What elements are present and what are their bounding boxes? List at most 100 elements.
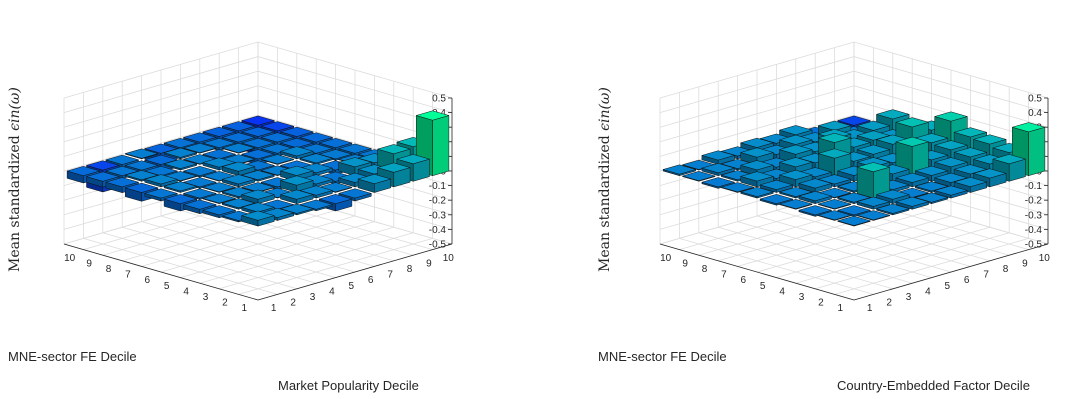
bar [221, 174, 256, 188]
y-tick-label: 9 [1022, 258, 1028, 269]
bar-top [182, 199, 218, 210]
bar-top [221, 174, 256, 185]
bar-top [182, 166, 218, 176]
bar-top [817, 148, 852, 159]
bar-top [933, 157, 969, 168]
bar [739, 171, 775, 188]
y-tick-label: 1 [867, 303, 873, 314]
bar [201, 193, 237, 205]
bar [797, 178, 833, 193]
bar-top [298, 199, 334, 210]
chart-panel-left: -0.5-0.4-0.3-0.2-0.100.10.20.30.40.51234… [7, 41, 455, 393]
bar [817, 210, 852, 221]
x-axis-label: MNE-sector FE Decile [8, 349, 137, 364]
bar-top [279, 126, 315, 137]
bar-top [143, 188, 179, 199]
grid-line [659, 85, 1049, 143]
x-tick-label: 5 [164, 281, 170, 292]
bar-top [298, 153, 334, 164]
z-tick-label: -0.5 [429, 240, 447, 251]
bar-top [856, 144, 891, 155]
bar-top [739, 137, 775, 148]
bar-top [318, 138, 353, 148]
y-tick-label: 8 [407, 264, 413, 275]
y-tick-label: 10 [1039, 253, 1051, 264]
bar-top [85, 160, 121, 171]
x-tick-label: 9 [86, 258, 92, 269]
bar-top [298, 185, 334, 196]
bar-top [914, 181, 949, 192]
bar-top [953, 127, 988, 138]
bar [856, 162, 891, 199]
bar [279, 189, 315, 205]
bar [894, 136, 930, 177]
bar-top [279, 138, 315, 148]
bar-top [124, 170, 159, 181]
bar [875, 203, 911, 216]
bar-top [182, 188, 218, 199]
bar-top [817, 174, 852, 185]
x-tick-label: 6 [145, 275, 151, 286]
grid-line [63, 99, 453, 157]
bar-top [739, 147, 775, 158]
grid-line [63, 41, 453, 99]
bar-top [376, 144, 412, 155]
bar-top [182, 132, 218, 143]
bar-top [700, 177, 736, 188]
bar-top [337, 157, 373, 168]
bar3d-chart-left: -0.5-0.4-0.3-0.2-0.100.10.20.30.40.51234… [63, 41, 455, 314]
bar [201, 182, 237, 193]
bar-top [700, 150, 736, 161]
grid-line [776, 210, 971, 267]
bar [357, 174, 392, 193]
y-tick-label: 9 [426, 258, 432, 269]
bar [953, 177, 988, 193]
y-tick-label: 2 [290, 298, 296, 309]
grid-line [180, 210, 375, 267]
grid-line [737, 210, 932, 267]
bar-top [240, 126, 276, 137]
bar-top [875, 109, 911, 120]
bar-top [182, 177, 218, 188]
bar-top [163, 181, 198, 192]
bar-top [104, 177, 140, 188]
bar-face [1028, 126, 1046, 177]
bar-top [163, 158, 198, 169]
bar-face [856, 166, 874, 199]
x-tick-label: 1 [242, 303, 248, 314]
bar-top [797, 191, 833, 202]
bar-top [104, 166, 140, 176]
bar-top [201, 149, 237, 160]
bar-top [778, 199, 814, 209]
bar-top [778, 186, 814, 197]
bar-top [933, 140, 969, 151]
bar-top [856, 120, 891, 131]
bar-top [395, 154, 431, 165]
bar-top [933, 111, 969, 122]
bar-face [432, 115, 450, 177]
x-axis-line [63, 243, 259, 301]
y-tick-label: 1 [271, 303, 277, 314]
grid-line [63, 56, 453, 113]
bar-top [953, 147, 988, 158]
bar [739, 186, 775, 199]
bar-top [279, 189, 315, 200]
bar-top [240, 189, 276, 200]
bar-top [817, 132, 852, 143]
y-tick-label: 10 [443, 253, 455, 264]
x-tick-label: 8 [106, 264, 112, 275]
x-tick-label: 4 [183, 286, 189, 297]
bar [759, 179, 794, 193]
bar-top [415, 110, 450, 121]
bar [143, 174, 179, 188]
z-tick-label: 0.4 [1028, 108, 1042, 119]
y-axis-line [853, 243, 1049, 301]
bar-top [739, 160, 775, 171]
bar-top [662, 164, 697, 175]
z-tick-label: -0.2 [429, 196, 447, 207]
z-tick-label: -0.3 [1025, 210, 1043, 221]
y-tick-label: 6 [964, 275, 970, 286]
bar [681, 171, 717, 182]
grid-line [659, 70, 1049, 128]
grid-line [659, 41, 1049, 99]
